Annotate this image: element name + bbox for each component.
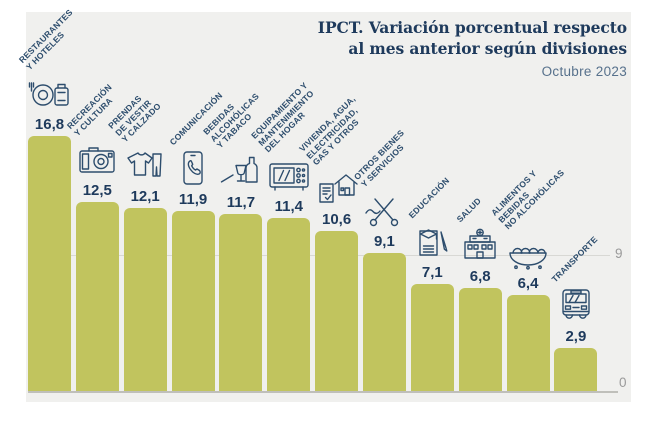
- bar: [75, 202, 119, 392]
- bar: [28, 136, 71, 392]
- bar-value-label: 11,4: [274, 198, 303, 215]
- education-icon: [410, 222, 454, 265]
- bar: [171, 211, 215, 392]
- chart-title-line2: al mes anterior según divisiones: [348, 39, 627, 58]
- bar: [219, 214, 263, 392]
- home-equipment-icon: [267, 156, 311, 199]
- bar-value-label: 2,9: [565, 328, 587, 345]
- y-tick-9: 9: [615, 246, 623, 261]
- bar: [458, 288, 502, 392]
- bar: [267, 218, 311, 392]
- bar: [410, 284, 454, 392]
- alcoholic-beverages-tobacco-icon: [219, 152, 263, 195]
- x-axis-line: [28, 391, 618, 393]
- bar-value-label: 11,7: [226, 194, 256, 211]
- y-tick-0: 0: [619, 375, 627, 390]
- chart-subtitle: Octubre 2023: [541, 64, 627, 79]
- bar-value-label: 16,8: [34, 116, 65, 133]
- bar-value-label: 9,1: [373, 233, 395, 250]
- transport-icon: [554, 286, 598, 329]
- clothing-footwear-icon: [123, 146, 167, 189]
- chart-title-line1: IPCT. Variación porcentual respecto: [317, 18, 627, 37]
- bar-value-label: 7,1: [421, 264, 443, 281]
- bar: [506, 295, 550, 392]
- communication-icon: [171, 149, 215, 192]
- health-icon: [458, 226, 502, 269]
- food-beverages-icon: [506, 233, 550, 276]
- bar: [362, 253, 406, 392]
- bar: [315, 231, 359, 392]
- bar: [123, 208, 167, 392]
- bar-value-label: 10,6: [321, 211, 352, 228]
- housing-utilities-icon: [315, 169, 359, 212]
- bar-value-label: 12,5: [82, 182, 112, 199]
- restaurants-hotels-icon: [28, 74, 72, 117]
- chart-header: IPCT. Variación porcentual respecto al m…: [267, 17, 627, 79]
- bar-value-label: 6,4: [517, 275, 539, 292]
- bar-value-label: 6,8: [469, 268, 491, 285]
- recreation-culture-icon: [75, 140, 119, 183]
- bar-value-label: 11,9: [178, 191, 208, 208]
- bar: [554, 348, 598, 392]
- bar-value-label: 12,1: [130, 188, 160, 205]
- other-goods-services-icon: [362, 191, 406, 234]
